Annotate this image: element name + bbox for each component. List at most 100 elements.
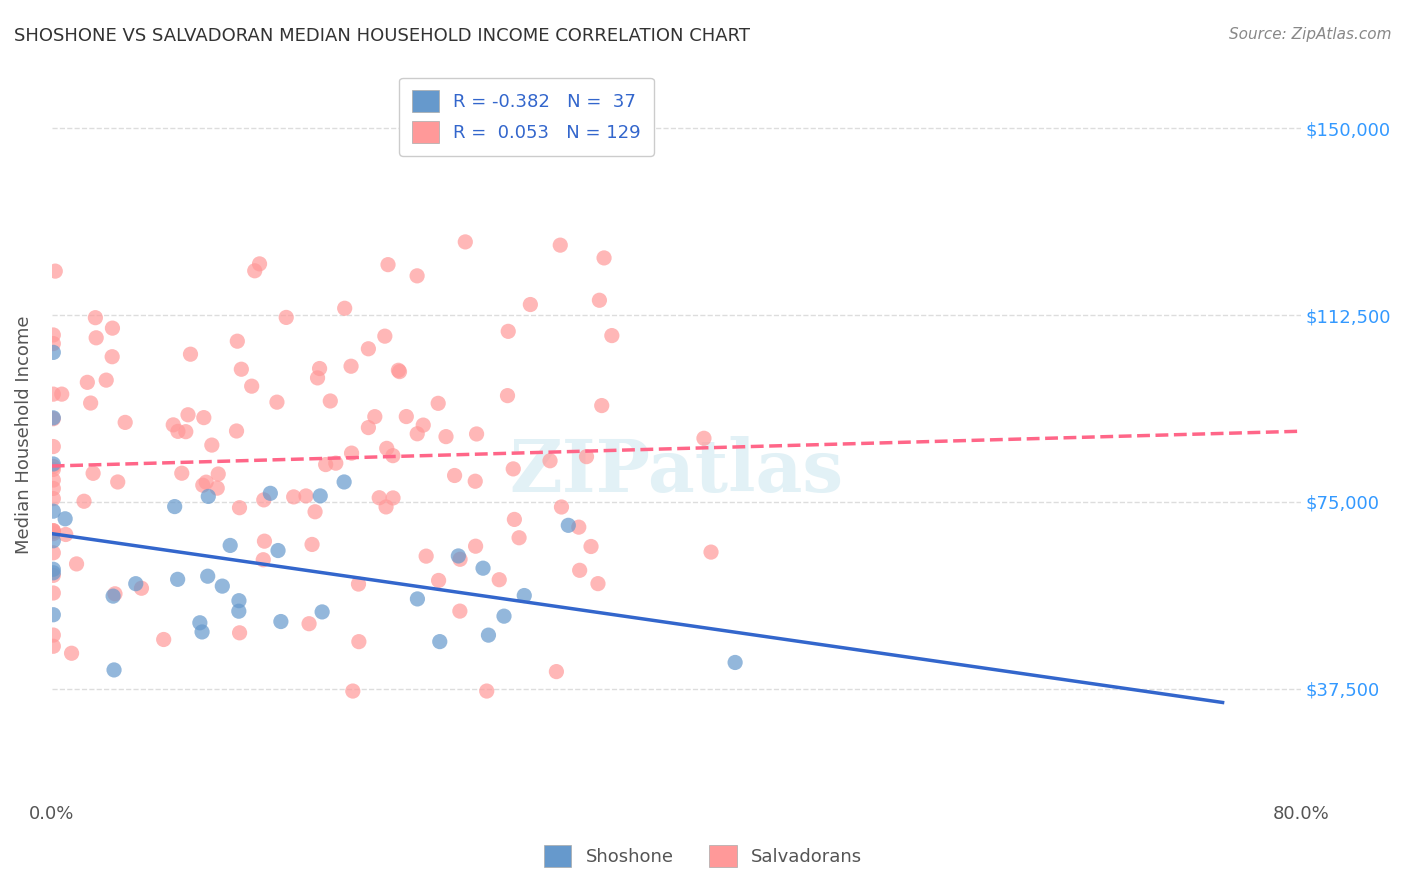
Salvadorans	[496, 324, 519, 338]
Salvadorans	[465, 427, 488, 442]
Salvadorans	[382, 491, 405, 505]
Salvadorans	[207, 467, 229, 481]
Shoshone	[406, 591, 429, 606]
Shoshone	[724, 656, 747, 670]
Salvadorans	[42, 482, 65, 496]
Shoshone	[228, 604, 250, 618]
Salvadorans	[449, 604, 471, 618]
Salvadorans	[96, 373, 118, 387]
Salvadorans	[225, 424, 247, 438]
Shoshone	[42, 562, 65, 576]
Shoshone	[197, 569, 219, 583]
Salvadorans	[548, 238, 571, 252]
Salvadorans	[443, 468, 465, 483]
Salvadorans	[131, 581, 153, 595]
Salvadorans	[427, 396, 450, 410]
Salvadorans	[600, 328, 623, 343]
Salvadorans	[42, 387, 65, 401]
Salvadorans	[415, 549, 437, 563]
Shoshone	[101, 589, 124, 603]
Shoshone	[42, 457, 65, 471]
Salvadorans	[342, 684, 364, 698]
Text: SHOSHONE VS SALVADORAN MEDIAN HOUSEHOLD INCOME CORRELATION CHART: SHOSHONE VS SALVADORAN MEDIAN HOUSEHOLD …	[14, 27, 749, 45]
Salvadorans	[253, 492, 276, 507]
Salvadorans	[42, 568, 65, 582]
Salvadorans	[700, 545, 723, 559]
Salvadorans	[550, 500, 572, 514]
Shoshone	[472, 561, 495, 575]
Y-axis label: Median Household Income: Median Household Income	[15, 315, 32, 554]
Salvadorans	[508, 531, 530, 545]
Salvadorans	[579, 540, 602, 554]
Salvadorans	[42, 491, 65, 506]
Salvadorans	[42, 586, 65, 600]
Salvadorans	[42, 524, 65, 539]
Shoshone	[191, 624, 214, 639]
Shoshone	[42, 566, 65, 580]
Salvadorans	[546, 665, 568, 679]
Salvadorans	[304, 505, 326, 519]
Salvadorans	[591, 399, 613, 413]
Salvadorans	[364, 409, 387, 424]
Salvadorans	[377, 258, 399, 272]
Text: Source: ZipAtlas.com: Source: ZipAtlas.com	[1229, 27, 1392, 42]
Shoshone	[477, 628, 499, 642]
Shoshone	[42, 410, 65, 425]
Salvadorans	[357, 420, 380, 434]
Shoshone	[42, 607, 65, 622]
Shoshone	[53, 512, 76, 526]
Salvadorans	[427, 574, 450, 588]
Shoshone	[267, 543, 290, 558]
Salvadorans	[276, 310, 298, 325]
Salvadorans	[79, 396, 101, 410]
Salvadorans	[475, 684, 498, 698]
Salvadorans	[252, 553, 274, 567]
Salvadorans	[295, 489, 318, 503]
Salvadorans	[464, 475, 486, 489]
Salvadorans	[249, 257, 271, 271]
Salvadorans	[381, 449, 404, 463]
Salvadorans	[325, 456, 347, 470]
Salvadorans	[228, 500, 250, 515]
Shoshone	[211, 579, 233, 593]
Shoshone	[188, 615, 211, 630]
Salvadorans	[84, 310, 107, 325]
Salvadorans	[101, 321, 124, 335]
Salvadorans	[375, 500, 398, 514]
Salvadorans	[42, 336, 65, 351]
Salvadorans	[42, 473, 65, 487]
Shoshone	[166, 572, 188, 586]
Salvadorans	[228, 625, 250, 640]
Salvadorans	[42, 462, 65, 476]
Salvadorans	[42, 628, 65, 642]
Salvadorans	[496, 389, 519, 403]
Salvadorans	[340, 446, 363, 460]
Salvadorans	[503, 512, 526, 526]
Salvadorans	[42, 411, 65, 425]
Salvadorans	[201, 438, 224, 452]
Salvadorans	[60, 646, 83, 660]
Salvadorans	[205, 481, 228, 495]
Salvadorans	[114, 416, 136, 430]
Salvadorans	[42, 440, 65, 454]
Salvadorans	[42, 526, 65, 541]
Salvadorans	[42, 459, 65, 474]
Shoshone	[42, 345, 65, 359]
Salvadorans	[42, 524, 65, 538]
Salvadorans	[298, 616, 321, 631]
Salvadorans	[51, 387, 73, 401]
Shoshone	[125, 576, 148, 591]
Salvadorans	[347, 634, 370, 648]
Shoshone	[228, 593, 250, 607]
Shoshone	[259, 486, 281, 500]
Shoshone	[309, 489, 332, 503]
Salvadorans	[395, 409, 418, 424]
Salvadorans	[568, 563, 591, 577]
Text: ZIPatlas: ZIPatlas	[509, 435, 844, 507]
Shoshone	[447, 549, 470, 563]
Salvadorans	[82, 467, 104, 481]
Salvadorans	[101, 350, 124, 364]
Shoshone	[311, 605, 333, 619]
Salvadorans	[488, 573, 510, 587]
Salvadorans	[179, 347, 201, 361]
